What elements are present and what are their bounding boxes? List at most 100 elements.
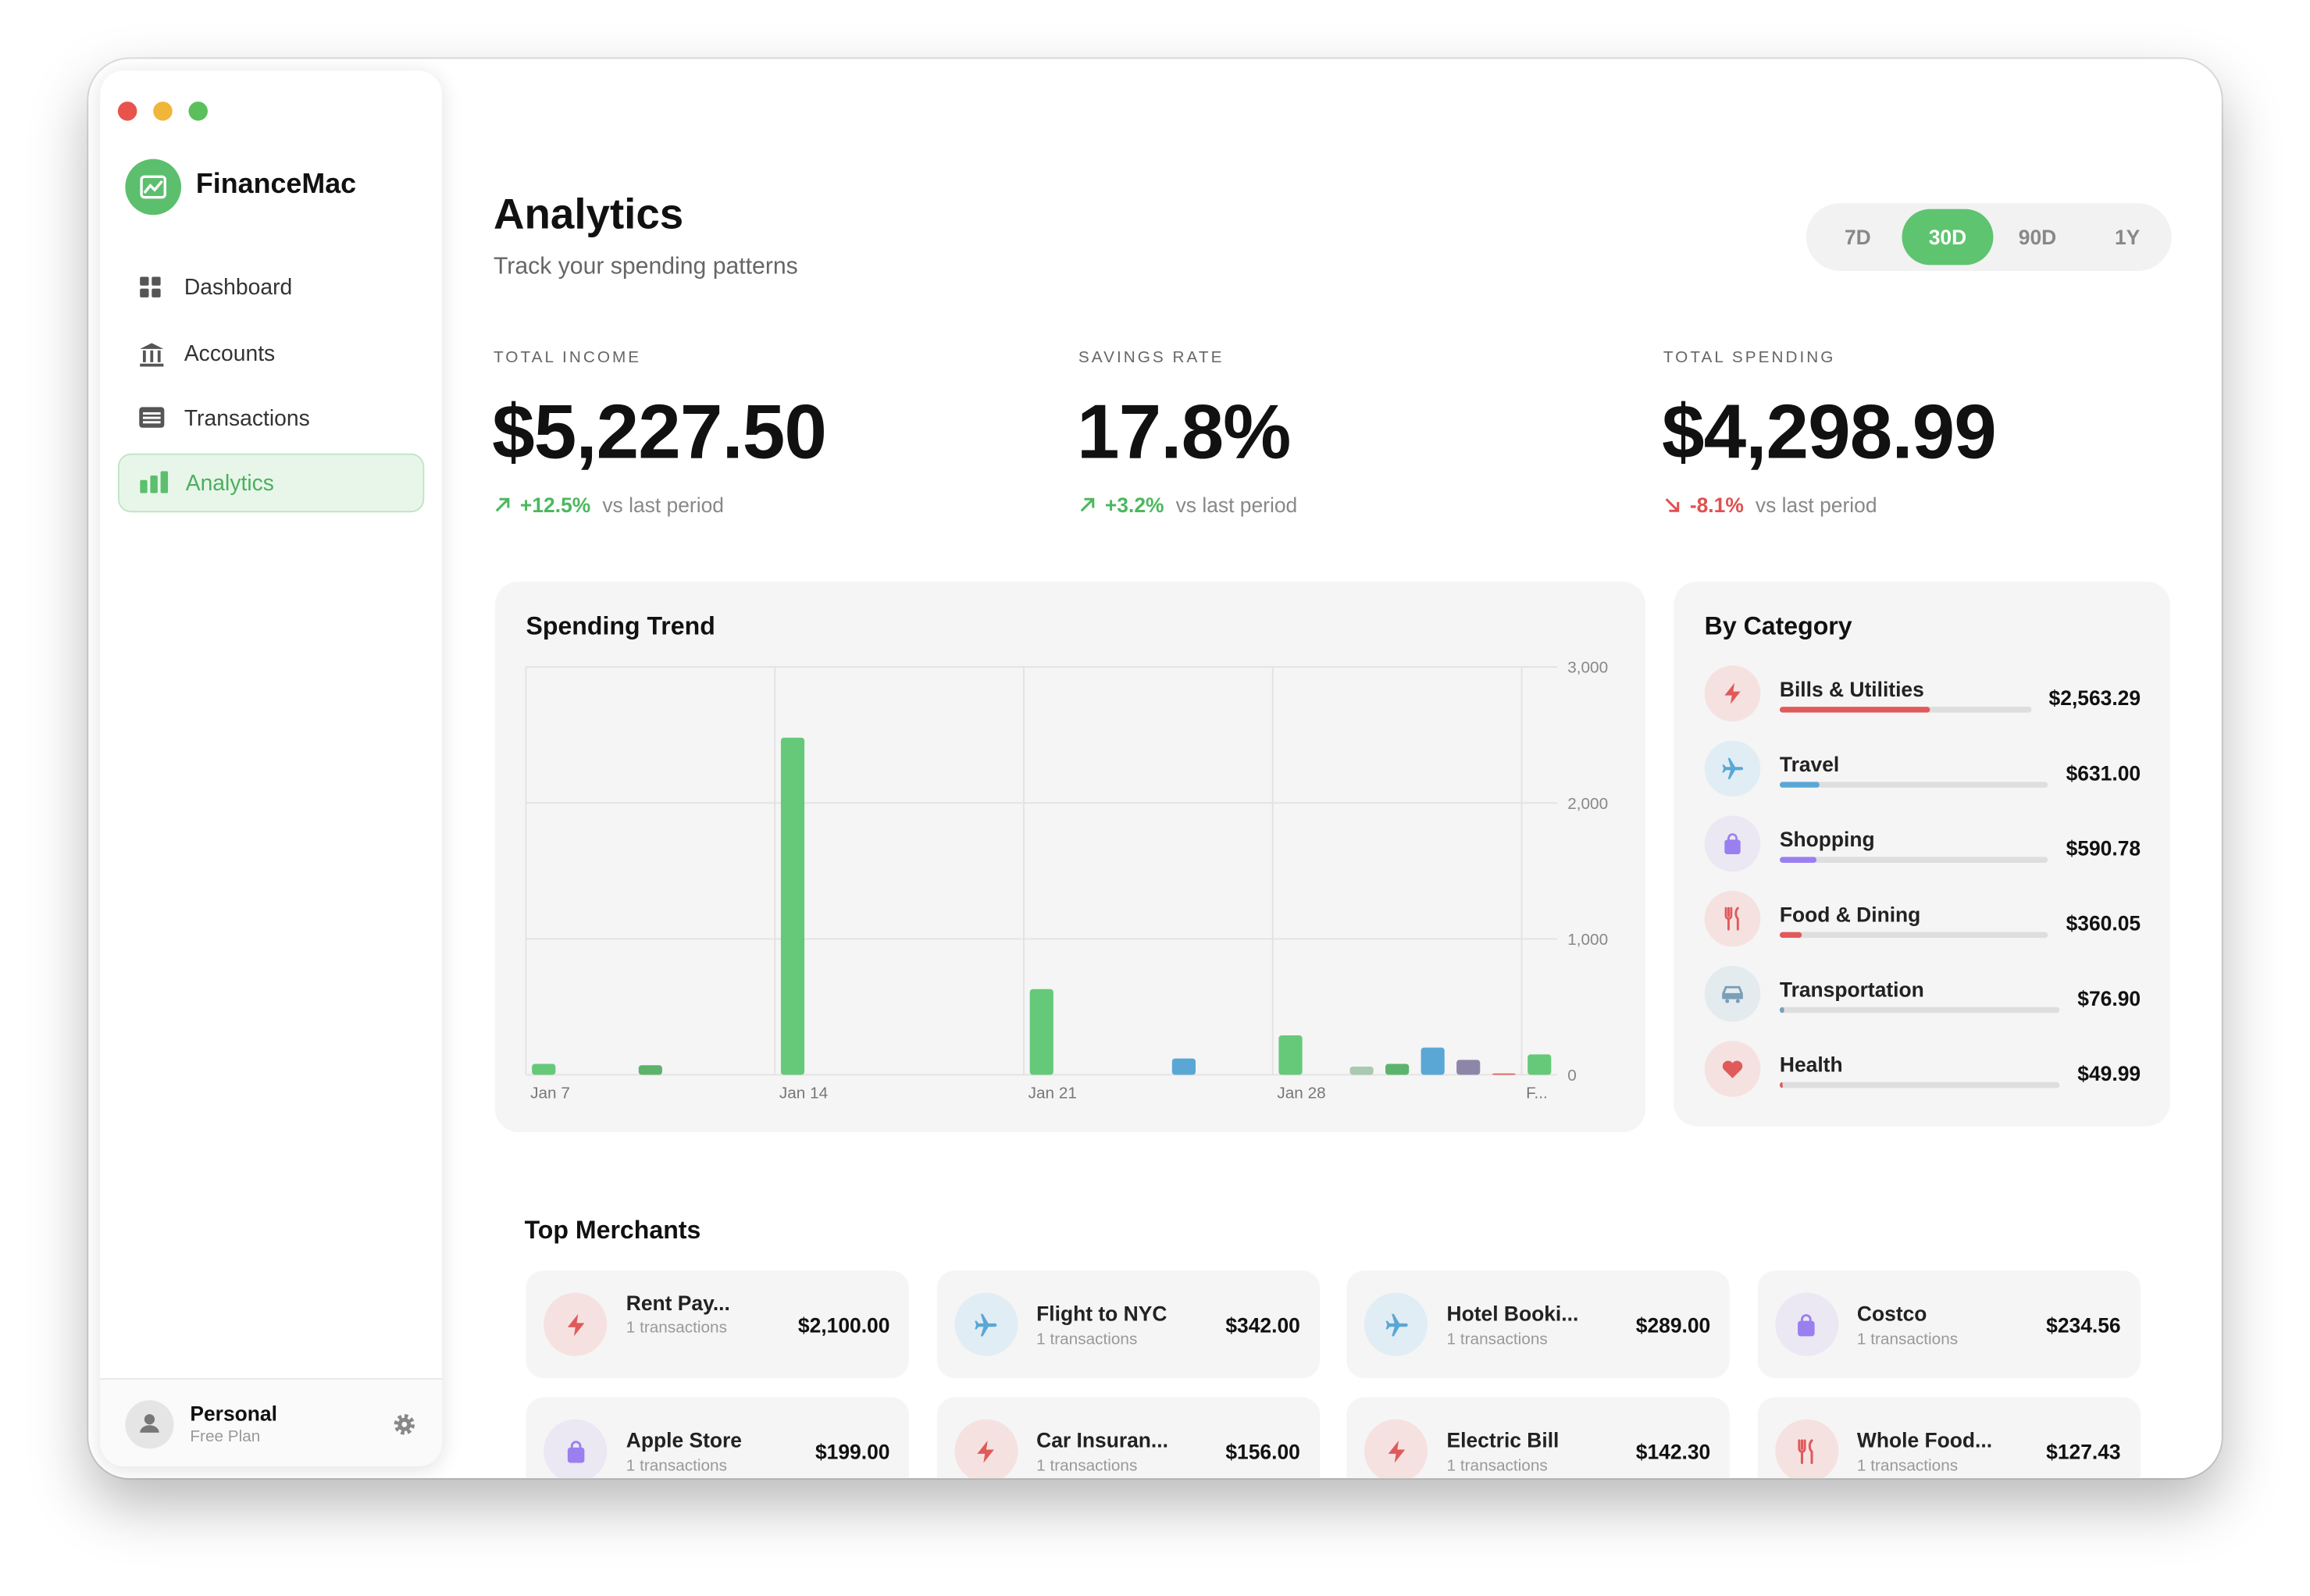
- settings-icon[interactable]: [392, 1412, 417, 1437]
- page-title: Analytics: [493, 191, 684, 239]
- stat-label: TOTAL SPENDING: [1663, 348, 1836, 367]
- category-icon: [1704, 965, 1761, 1022]
- category-name: Shopping: [1779, 827, 1875, 851]
- merchant-name: Apple Store: [626, 1428, 743, 1452]
- avatar: [125, 1400, 174, 1449]
- category-bar: [1779, 932, 1802, 939]
- period-button[interactable]: 7D: [1844, 225, 1871, 249]
- merchant-amount: $342.00: [1225, 1313, 1300, 1338]
- period-selector: 7D 30D 90D 1Y: [1806, 203, 2172, 271]
- merchant-card[interactable]: Hotel Booki... 1 transactions $289.00: [1346, 1270, 1730, 1378]
- period-button[interactable]: 30D: [1902, 208, 1994, 265]
- icon: [1387, 1439, 1405, 1462]
- merchant-name: Whole Food...: [1856, 1428, 1993, 1452]
- bar: [1492, 1073, 1516, 1075]
- stat-note: vs last period: [602, 493, 724, 517]
- merchant-card[interactable]: Costco 1 transactions $234.56: [1756, 1270, 2141, 1378]
- category-bar: [1779, 782, 1820, 788]
- category-bar: [1779, 707, 1930, 713]
- category-info: Health: [1779, 1053, 2060, 1088]
- category-info: Bills & Utilities: [1779, 677, 2031, 713]
- stat-value: 17.8%: [1077, 390, 1291, 476]
- app-logo: [125, 159, 182, 216]
- icon: [566, 1313, 584, 1336]
- category-info: Transportation: [1779, 978, 2060, 1014]
- stat-change: +3.2%: [1104, 493, 1164, 517]
- nav-item[interactable]: Transactions: [118, 390, 424, 449]
- merchant-count: 1 transactions: [1446, 1331, 1548, 1349]
- merchant-amount: $2,100.00: [797, 1313, 890, 1338]
- merchant-amount: $199.00: [815, 1440, 890, 1464]
- panel-title: Spending Trend: [526, 612, 715, 641]
- category-name: Bills & Utilities: [1779, 677, 1924, 701]
- x-tick-label: Jan 7: [530, 1085, 570, 1103]
- bar: [532, 1063, 556, 1075]
- profile-plan: Free Plan: [190, 1428, 261, 1446]
- merchant-amount: $234.56: [2046, 1313, 2121, 1338]
- icon: [565, 1440, 585, 1464]
- merchant-count: 1 transactions: [1446, 1457, 1548, 1476]
- category-row: Bills & Utilities $2,563.29: [1779, 677, 2141, 713]
- close-button[interactable]: [117, 102, 137, 121]
- merchant-icon: [1364, 1419, 1428, 1479]
- category-track: [1779, 782, 2048, 788]
- nav-label: Transactions: [184, 406, 310, 432]
- icon: [1798, 1438, 1813, 1464]
- icon: [975, 1313, 997, 1336]
- y-tick-label: 3,000: [1567, 659, 1608, 677]
- category-icon: [1704, 890, 1761, 947]
- category-row: Travel $631.00: [1779, 753, 2141, 788]
- bar: [1456, 1060, 1481, 1075]
- panel-title: By Category: [1704, 612, 1852, 641]
- merchant-icon: [954, 1292, 1018, 1356]
- page-subtitle: Track your spending patterns: [493, 255, 798, 280]
- section-title: Top Merchants: [524, 1216, 701, 1245]
- icon: [1385, 1313, 1407, 1336]
- nav-item-active[interactable]: Analytics: [117, 453, 425, 513]
- icon: [1796, 1313, 1816, 1337]
- merchant-count: 1 transactions: [1856, 1331, 1959, 1349]
- stat-label: TOTAL INCOME: [493, 348, 642, 367]
- category-icon: [1704, 740, 1761, 797]
- category-amount: $49.99: [2077, 1061, 2141, 1085]
- merchant-name: Rent Pay...: [626, 1291, 730, 1315]
- merchant-icon: [1364, 1292, 1428, 1356]
- period-button[interactable]: 1Y: [2114, 225, 2141, 249]
- category-icon: [1704, 665, 1761, 721]
- merchant-count: 1 transactions: [1036, 1457, 1138, 1476]
- merchant-card[interactable]: Flight to NYC 1 transactions $342.00: [936, 1270, 1320, 1378]
- merchant-card[interactable]: Electric Bill 1 transactions $142.30: [1346, 1397, 1730, 1479]
- merchant-card[interactable]: Whole Food... 1 transactions $127.43: [1756, 1397, 2141, 1479]
- category-amount: $631.00: [2066, 761, 2141, 786]
- bar: [638, 1065, 662, 1075]
- merchant-amount: $142.30: [1635, 1440, 1711, 1464]
- profile[interactable]: Personal Free Plan: [100, 1377, 442, 1467]
- category-row: Shopping $590.78: [1779, 827, 2141, 863]
- period-button[interactable]: 90D: [2018, 225, 2057, 249]
- zoom-button[interactable]: [188, 102, 208, 121]
- y-tick-label: 1,000: [1567, 931, 1608, 949]
- merchant-card[interactable]: Apple Store 1 transactions $199.00: [526, 1397, 909, 1479]
- nav-label: Accounts: [184, 341, 276, 367]
- app-window: FinanceMac Dashboard Accounts Transactio…: [88, 59, 2222, 1479]
- stat-change: -8.1%: [1689, 493, 1744, 517]
- minimize-button[interactable]: [153, 102, 173, 121]
- category-bar: [1779, 1006, 1785, 1014]
- nav-item[interactable]: Accounts: [118, 326, 424, 384]
- merchant-card[interactable]: Car Insuran... 1 transactions $156.00: [936, 1397, 1320, 1479]
- category-track: [1779, 1081, 2060, 1088]
- merchant-card[interactable]: Rent Pay... 1 transactions $2,100.00: [526, 1270, 909, 1378]
- nav-item[interactable]: Dashboard: [118, 259, 424, 318]
- merchant-name: Car Insuran...: [1036, 1428, 1168, 1452]
- stat-change-row: -8.1% vs last period: [1663, 493, 1877, 517]
- merchant-name: Costco: [1856, 1301, 1927, 1326]
- trend-panel: Spending Trend: [494, 581, 1646, 1133]
- stat-change-row: +12.5% vs last period: [494, 493, 724, 517]
- bar: [780, 737, 805, 1075]
- category-info: Food & Dining: [1779, 903, 2048, 939]
- category-info: Shopping: [1779, 827, 2048, 863]
- merchant-icon: [1774, 1292, 1838, 1356]
- nav-label: Dashboard: [184, 275, 293, 301]
- profile-name: Personal: [190, 1402, 277, 1426]
- category-track: [1779, 932, 2048, 939]
